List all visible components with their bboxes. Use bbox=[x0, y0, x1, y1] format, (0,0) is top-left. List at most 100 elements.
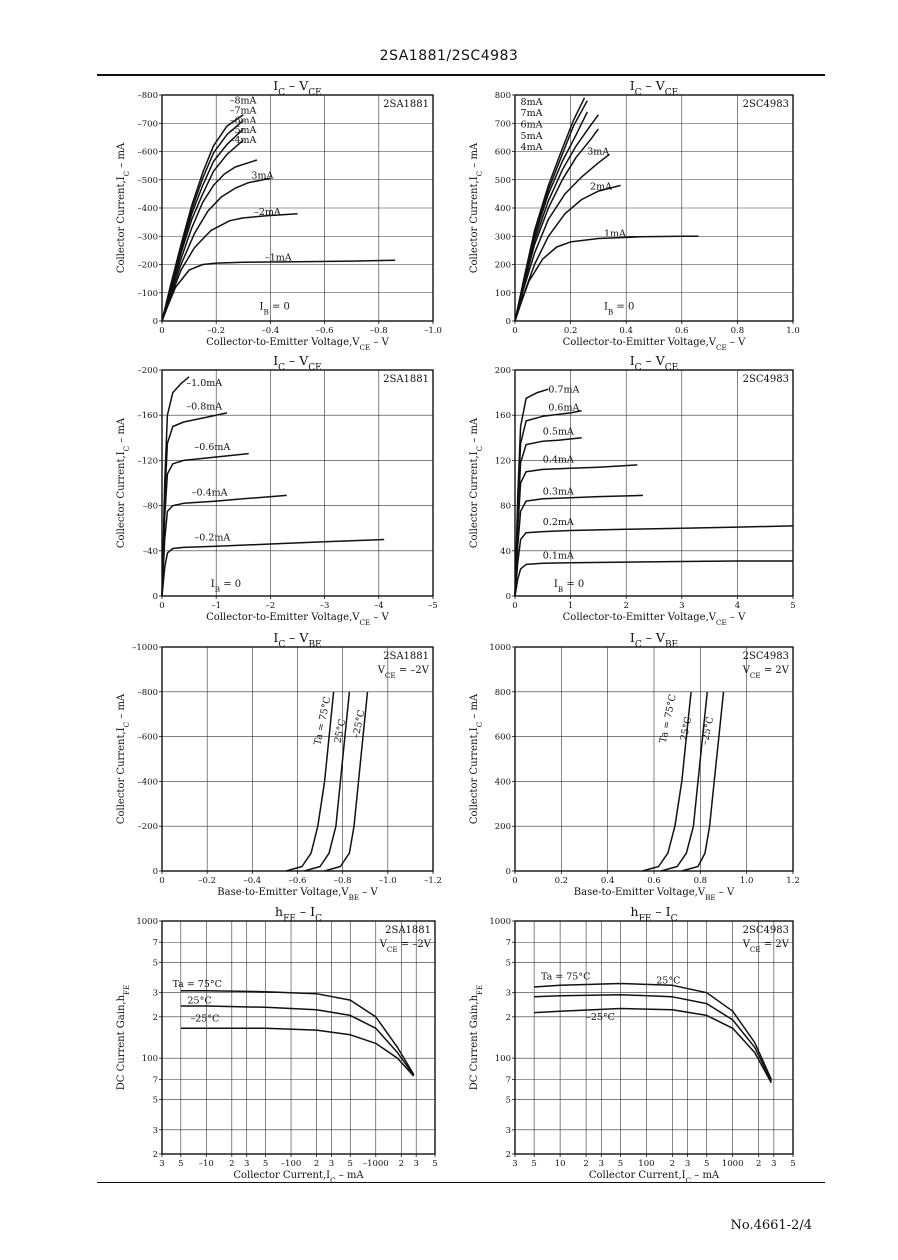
x-tick-label: –4 bbox=[374, 601, 384, 611]
device-label: 2SA1881 bbox=[385, 925, 431, 936]
series-label: –7mA bbox=[230, 105, 257, 116]
x-tick-label: 5 bbox=[348, 1159, 353, 1169]
y-tick-label: 5 bbox=[153, 958, 158, 968]
series-label: 0.7mA bbox=[548, 385, 579, 396]
series-line bbox=[324, 691, 369, 872]
y-axis-label: Collector Current,IC – mA bbox=[469, 693, 484, 824]
series-line bbox=[161, 452, 249, 597]
y-axis-label: Collector Current,IC – mA bbox=[469, 142, 484, 273]
x-axis-label: Collector-to-Emitter Voltage,VCE – V bbox=[206, 337, 389, 352]
y-tick-label: –800 bbox=[138, 688, 158, 698]
y-tick-label: 5 bbox=[506, 958, 511, 968]
y-tick-label: 120 bbox=[495, 456, 511, 466]
x-tick-label: –1.2 bbox=[424, 876, 442, 886]
x-tick-label: 3 bbox=[599, 1159, 604, 1169]
x-tick-label: 3 bbox=[329, 1159, 334, 1169]
series-line bbox=[514, 525, 794, 597]
x-tick-label: –1.0 bbox=[424, 326, 442, 336]
conditions-label: VCE = –2V bbox=[379, 939, 432, 954]
plot-frame bbox=[161, 646, 434, 872]
x-tick-label: 2 bbox=[756, 1159, 761, 1169]
chart-title: IC – VBE bbox=[630, 630, 678, 650]
y-tick-label: –600 bbox=[138, 148, 158, 158]
x-tick-label: 1.2 bbox=[786, 876, 800, 886]
x-tick-label: 3 bbox=[413, 1159, 418, 1169]
series-line bbox=[161, 259, 396, 322]
series-line bbox=[534, 993, 772, 1082]
series-line bbox=[534, 1007, 772, 1084]
y-tick-label: –40 bbox=[143, 547, 158, 557]
chart-panel-2: 0 0.2 0.4 0.6 0.8 1.0 0 100 200 300 400 500 600 700 80… bbox=[469, 78, 800, 352]
y-axis-label: DC Current Gain,hFE bbox=[116, 985, 131, 1091]
y-tick-label: 0 bbox=[153, 592, 158, 602]
series-line bbox=[161, 494, 287, 597]
page-footer: No.4661-2/4 bbox=[730, 1218, 812, 1233]
series-line bbox=[180, 1005, 415, 1076]
x-tick-label: –0.4 bbox=[243, 876, 261, 886]
x-tick-label: 5 bbox=[790, 601, 795, 611]
x-tick-label: 0.6 bbox=[675, 326, 689, 336]
chart-panel-7: 3 5 –10 2 3 5 –100 2 3 5 –1000 2 3 5235710023571000hF… bbox=[116, 904, 438, 1185]
plot-frame bbox=[514, 94, 794, 322]
conditions-label: VCE = 2V bbox=[742, 665, 790, 680]
conditions-label: VCE = 2V bbox=[742, 939, 790, 954]
x-tick-label: 2 bbox=[623, 601, 628, 611]
y-tick-label: 600 bbox=[495, 148, 511, 158]
chart-title: IC – VBE bbox=[273, 630, 321, 650]
x-tick-label: 0.2 bbox=[564, 326, 578, 336]
x-tick-label: 0 bbox=[512, 601, 517, 611]
x-tick-label: –1.0 bbox=[379, 876, 397, 886]
x-axis-label: Collector-to-Emitter Voltage,VCE – V bbox=[563, 612, 746, 627]
y-tick-label: 1000 bbox=[136, 917, 158, 927]
chart-panel-6: 0 0.2 0.4 0.6 0.8 1.0 1.2 0 200 400 600 800 1000 IC –… bbox=[469, 630, 800, 902]
x-tick-label: 1 bbox=[568, 601, 573, 611]
y-tick-label: 5 bbox=[506, 1095, 511, 1105]
x-tick-label: 3 bbox=[685, 1159, 690, 1169]
plot-frame bbox=[161, 94, 434, 322]
x-tick-label: –0.8 bbox=[370, 326, 388, 336]
series-line bbox=[161, 412, 228, 597]
plot-frame bbox=[161, 920, 436, 1155]
header-rule bbox=[97, 74, 825, 76]
y-tick-label: 100 bbox=[495, 289, 511, 299]
series-label: 6mA bbox=[521, 119, 543, 130]
y-tick-label: –120 bbox=[138, 456, 158, 466]
y-tick-label: –1000 bbox=[132, 643, 158, 653]
series-line bbox=[514, 560, 793, 597]
series-line bbox=[514, 388, 549, 597]
x-tick-label: 2 bbox=[670, 1159, 675, 1169]
footer-rule bbox=[97, 1182, 825, 1183]
x-tick-label: –10 bbox=[199, 1159, 214, 1169]
x-tick-label: 0.8 bbox=[731, 326, 745, 336]
series-label: –1.0mA bbox=[186, 378, 222, 389]
device-label: 2SA1881 bbox=[383, 99, 429, 110]
series-label: 3mA bbox=[251, 170, 273, 181]
y-tick-label: 0 bbox=[506, 317, 511, 327]
x-axis-label: Collector-to-Emitter Voltage,VCE – V bbox=[206, 612, 389, 627]
x-tick-label: 5 bbox=[618, 1159, 623, 1169]
plot-frame bbox=[161, 369, 434, 597]
series-label: –2mA bbox=[254, 207, 281, 218]
plot-frame bbox=[514, 369, 794, 597]
series-label: 5mA bbox=[521, 131, 543, 142]
series-line bbox=[180, 1027, 415, 1077]
series-label: 7mA bbox=[521, 108, 543, 119]
device-label: 2SC4983 bbox=[743, 374, 789, 385]
device-label: 2SA1881 bbox=[383, 651, 429, 662]
series-line bbox=[514, 494, 643, 597]
series-label: 8mA bbox=[521, 97, 543, 108]
y-tick-label: 7 bbox=[506, 1075, 511, 1085]
y-tick-label: 2 bbox=[153, 1013, 158, 1023]
series-label: –25°C bbox=[699, 716, 716, 747]
y-axis-label: Collector Current,IC – mA bbox=[116, 142, 131, 273]
x-tick-label: 1000 bbox=[722, 1159, 744, 1169]
y-tick-label: –400 bbox=[138, 204, 158, 214]
ib-zero-label: IB = 0 bbox=[554, 579, 584, 594]
x-axis-label: Collector-to-Emitter Voltage,VCE – V bbox=[563, 337, 746, 352]
series-label: 0.5mA bbox=[543, 426, 574, 437]
y-tick-label: 300 bbox=[495, 232, 511, 242]
x-tick-label: –0.8 bbox=[334, 876, 352, 886]
x-tick-label: 100 bbox=[638, 1159, 654, 1169]
series-label: 25°C bbox=[333, 718, 349, 744]
